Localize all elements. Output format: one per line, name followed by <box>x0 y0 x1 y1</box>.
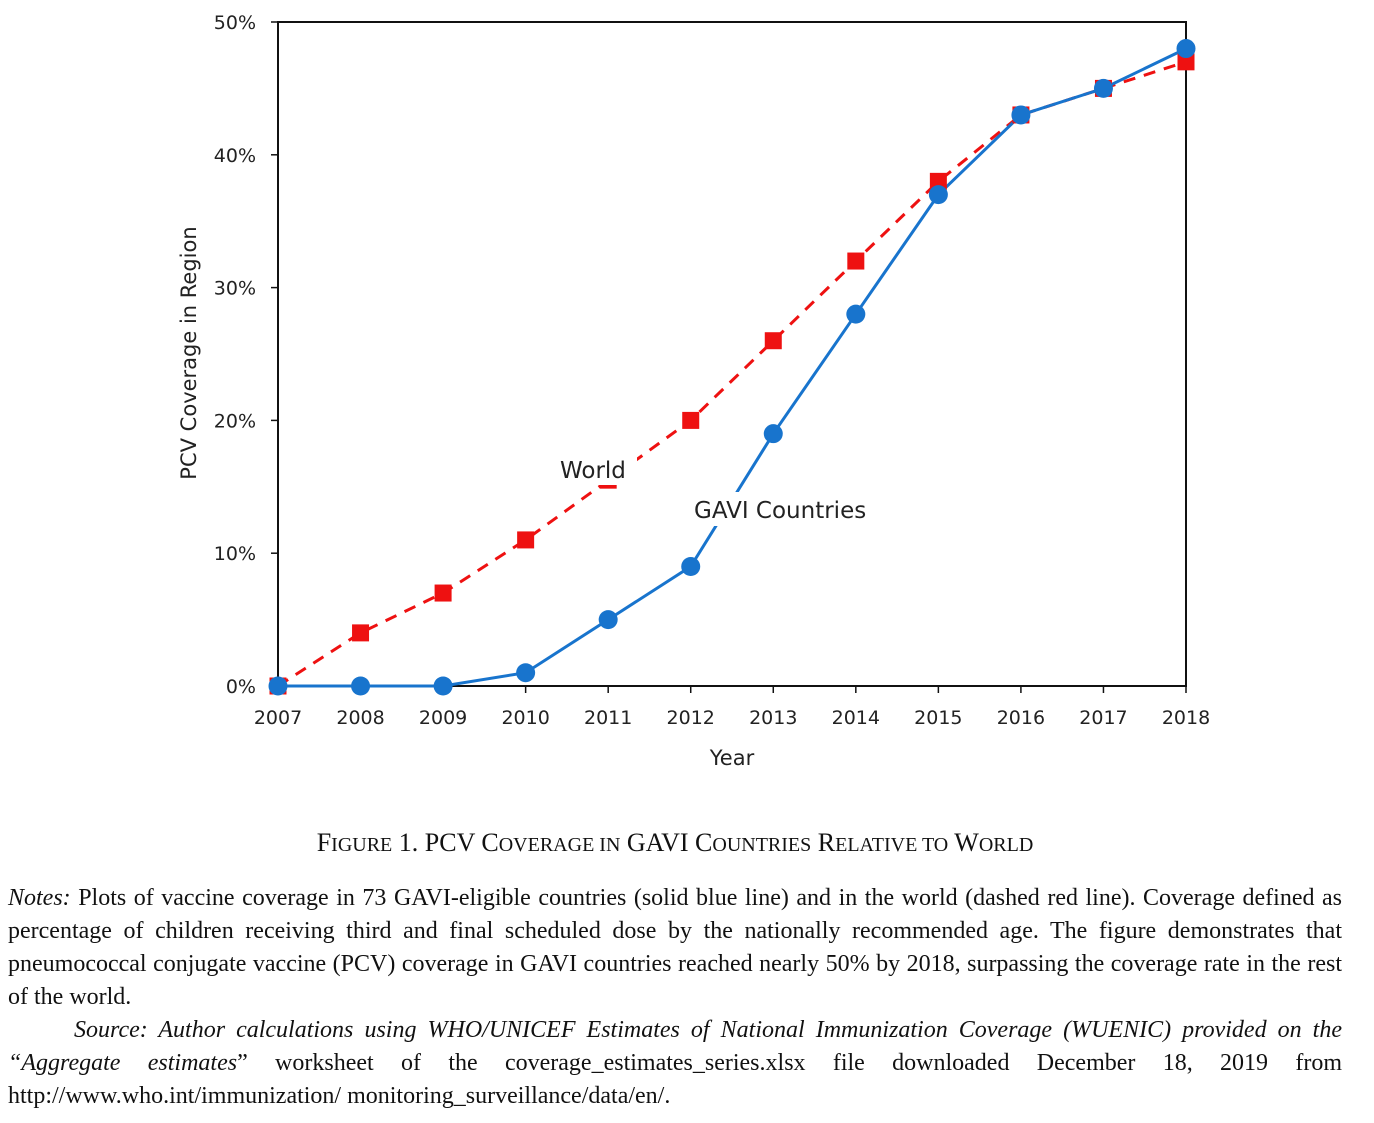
gavi-countries-point <box>1011 105 1031 125</box>
y-tick-label: 0% <box>226 676 256 698</box>
y-tick-label: 50% <box>214 12 256 34</box>
gavi-countries-point <box>598 610 618 630</box>
y-tick-label: 40% <box>214 145 256 167</box>
source-paragraph: Source: Author calculations using WHO/UN… <box>8 1014 1342 1113</box>
world-point <box>764 332 782 350</box>
gavi-series-label: GAVI Countries <box>694 498 866 524</box>
y-tick-label: 10% <box>214 543 256 565</box>
notes-text: Plots of vaccine coverage in 73 GAVI-eli… <box>8 885 1342 1010</box>
gavi-countries-point <box>516 663 536 683</box>
world-point <box>847 252 865 270</box>
x-tick-label: 2009 <box>419 707 467 729</box>
x-tick-label: 2007 <box>254 707 302 729</box>
gavi-label-bg <box>690 492 880 526</box>
world-point <box>517 531 535 549</box>
world-point <box>434 584 452 602</box>
gavi-countries-point <box>928 185 948 205</box>
world-point <box>682 411 700 429</box>
series-markers <box>268 39 1196 696</box>
world-point <box>1177 53 1195 71</box>
x-tick-label: 2016 <box>997 707 1045 729</box>
world-point <box>352 624 370 642</box>
x-tick-label: 2017 <box>1079 707 1127 729</box>
y-axis-title: PCV Coverage in Region <box>177 226 201 479</box>
x-tick-label: 2010 <box>501 707 549 729</box>
plot-border <box>277 21 1187 687</box>
gavi-countries-line <box>278 47 1187 688</box>
gavi-countries-point <box>1093 78 1113 98</box>
gavi-countries-point <box>268 676 288 696</box>
gavi-countries-point <box>1176 39 1196 59</box>
gavi-countries-point <box>433 676 453 696</box>
x-tick-label: 2008 <box>336 707 384 729</box>
world-point <box>929 172 947 190</box>
x-tick-label: 2012 <box>667 707 715 729</box>
world-label-bg <box>557 451 637 485</box>
x-tick-label: 2018 <box>1162 707 1210 729</box>
x-axis-title: Year <box>709 746 755 770</box>
x-tick-label: 2013 <box>749 707 797 729</box>
world-line <box>277 60 1187 688</box>
figure-notes: Notes: Plots of vaccine coverage in 73 G… <box>8 882 1342 1113</box>
gavi-countries-point <box>351 676 371 696</box>
notes-label: Notes: <box>8 885 71 911</box>
x-tick-label: 2014 <box>832 707 880 729</box>
series-lines <box>277 47 1187 688</box>
plot-area-frame <box>277 21 1187 687</box>
gavi-countries-point <box>681 556 701 576</box>
x-tick-label: 2015 <box>914 707 962 729</box>
world-series-label: World <box>560 458 626 484</box>
gavi-countries-point <box>763 424 783 444</box>
x-tick-label: 2011 <box>584 707 632 729</box>
gavi-countries-point <box>846 304 866 324</box>
figure-caption: FIGURE 1. PCV COVERAGE IN GAVI COUNTRIES… <box>316 828 1034 857</box>
y-tick-label: 30% <box>214 278 256 300</box>
y-tick-label: 20% <box>214 410 256 432</box>
line-chart: 0%10%20%30%40%50% 2007 2008 2009 2010 2011 20… <box>177 12 1210 770</box>
source-plain-text: ” worksheet of the coverage_estimates_se… <box>8 1050 1343 1109</box>
source-italic-text: Source: Author calculations using WHO/UN… <box>8 1017 1342 1076</box>
notes-paragraph: Notes: Plots of vaccine coverage in 73 G… <box>8 882 1342 1014</box>
x-axis: 2007 2008 2009 2010 2011 2012 2013 2014 2015 2016… <box>254 686 1210 729</box>
y-axis: 0% 10% 20% 30% 40% 50% <box>214 12 278 698</box>
